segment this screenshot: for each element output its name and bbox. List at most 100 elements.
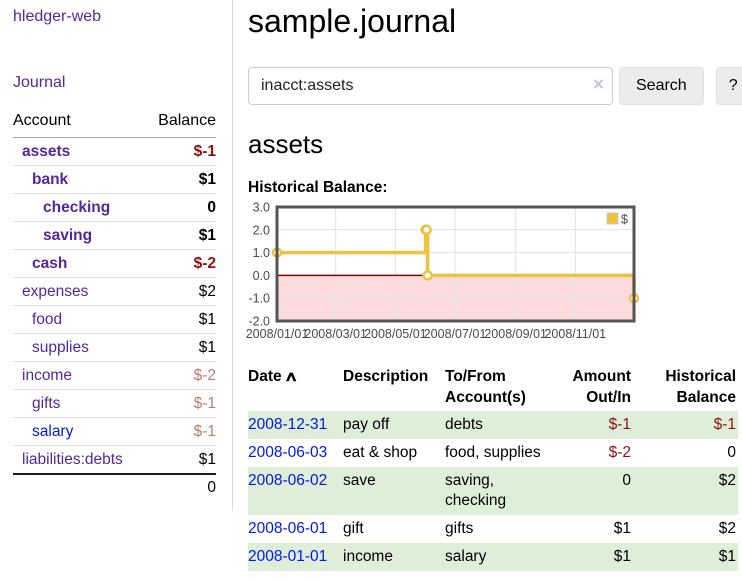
register-header-accounts: To/From Account(s) [445,368,526,406]
account-link-expenses[interactable]: expenses [22,282,89,300]
account-link-salary[interactable]: salary [32,422,74,440]
account-balance: $-1 [145,389,216,418]
register-row: 2008-12-31 pay off debts $-1 $-1 [248,411,738,439]
transaction-date-link[interactable]: 2008-01-01 [248,548,328,565]
transaction-description: income [343,548,393,565]
transaction-description: pay off [343,416,390,433]
account-row: liabilities:debts $1 [13,445,216,475]
account-balance: $-2 [145,361,216,390]
register-header-balance: Historical Balance [665,368,736,406]
page-title: sample.journal [248,3,457,39]
account-row: checking 0 [13,193,216,222]
app-title-link[interactable]: hledger-web [13,8,102,25]
account-row: expenses $2 [13,277,216,306]
account-link-supplies[interactable]: supplies [32,338,89,356]
account-link-bank[interactable]: bank [32,170,69,188]
transaction-balance: $2 [718,472,736,489]
transaction-description: gift [343,520,364,537]
register-table: Date ∧ Description To/From Account(s) Amo… [248,363,738,571]
search-input[interactable] [248,67,613,105]
account-link-liabilities-debts[interactable]: liabilities:debts [22,450,123,468]
transaction-date-link[interactable]: 2008-06-02 [248,472,328,489]
register-row: 2008-06-02 save saving, checking 0 $2 [248,467,738,515]
account-row: gifts $-1 [13,389,216,418]
account-row: assets $-1 [13,137,216,166]
accounts-table: Account Balance assets $-1 bank $1 check… [13,110,216,501]
search-button[interactable]: Search [619,67,704,105]
chart-point [422,270,433,281]
account-balance: $-1 [145,417,216,446]
search-box: × [248,67,613,105]
balance-chart: 3.0 2.0 1.0 0.0 -1.0 -2.02008/01/012008/03/01… [246,201,640,341]
account-link-checking[interactable]: checking [43,198,111,216]
transaction-amount: $-2 [608,444,631,461]
account-heading: assets [248,129,324,159]
account-row: saving $1 [13,221,216,250]
account-balance: $2 [145,277,216,306]
nav-journal-link[interactable]: Journal [13,74,66,91]
transaction-accounts: food, supplies [445,444,541,461]
transaction-balance: $1 [718,548,736,565]
chart-ytick-label: -1.0 [248,292,270,306]
chart-legend-swatch [606,212,619,225]
transaction-accounts: debts [445,416,483,433]
accounts-total-row: 0 [13,473,216,501]
account-row: food $1 [13,305,216,334]
transaction-date-link[interactable]: 2008-12-31 [248,416,328,433]
account-link-assets[interactable]: assets [22,142,71,160]
transaction-balance: 0 [727,444,736,461]
transaction-balance: $2 [718,520,736,537]
chart-xtick-label: 2008/09/01 [484,327,547,341]
register-row: 2008-01-01 income salary $1 $1 [248,543,738,571]
account-balance: $-2 [145,249,216,278]
transaction-accounts: saving, checking [445,472,507,509]
transaction-accounts: gifts [445,520,474,537]
transaction-description: save [343,472,376,489]
transaction-amount: $-1 [608,416,631,433]
clear-search-icon[interactable]: × [592,74,604,96]
transaction-balance: $-1 [713,416,736,433]
account-link-food[interactable]: food [32,310,63,328]
register-header-description: Description [343,368,429,385]
chart-xtick-label: 2008/07/01 [424,327,487,341]
main-content: sample.journal × Search ? assets Histori… [246,0,742,571]
register-header-row: Date ∧ Description To/From Account(s) Amo… [248,363,738,411]
chart-ytick-label: 0.0 [253,269,270,283]
account-row: income $-2 [13,361,216,390]
transaction-date-link[interactable]: 2008-06-03 [248,444,328,461]
transaction-date-link[interactable]: 2008-06-01 [248,520,328,537]
chart-ytick-label: 3.0 [253,201,270,215]
accounts-header-balance: Balance [145,110,216,138]
register-header-date[interactable]: Date ∧ [248,363,343,411]
account-row: salary $-1 [13,417,216,446]
account-link-cash[interactable]: cash [32,254,68,272]
register-row: 2008-06-01 gift gifts $1 $2 [248,515,738,543]
chart-xtick-label: 2008/11/01 [544,327,606,341]
account-balance: $1 [145,221,216,250]
accounts-total-value: 0 [145,473,216,501]
account-link-saving[interactable]: saving [43,226,93,244]
transaction-amount: $1 [613,548,631,565]
search-bar: × Search ? [248,67,742,105]
chart-xtick-label: 2008/01/01 [246,327,309,341]
accounts-header-row: Account Balance [13,110,216,138]
chart-legend-label: $ [621,213,628,227]
account-balance: $1 [145,445,216,475]
date-header-label: Date [248,368,282,385]
accounts-header-account: Account [13,110,146,138]
account-row: cash $-2 [13,249,216,278]
chart-ytick-label: -2.0 [248,315,270,329]
chart-title: Historical Balance: [248,179,388,196]
chart-ytick-label: 1.0 [253,246,270,260]
register-row: 2008-06-03 eat & shop food, supplies $-2… [248,439,738,467]
transaction-amount: 0 [622,472,631,489]
account-balance: $-1 [145,137,216,166]
account-link-income[interactable]: income [22,366,72,384]
account-row: supplies $1 [13,333,216,362]
chart-border [275,205,636,323]
account-link-gifts[interactable]: gifts [32,394,61,412]
chart-ytick-label: 2.0 [253,223,270,237]
help-button[interactable]: ? [715,67,742,105]
transaction-accounts: salary [445,548,487,565]
